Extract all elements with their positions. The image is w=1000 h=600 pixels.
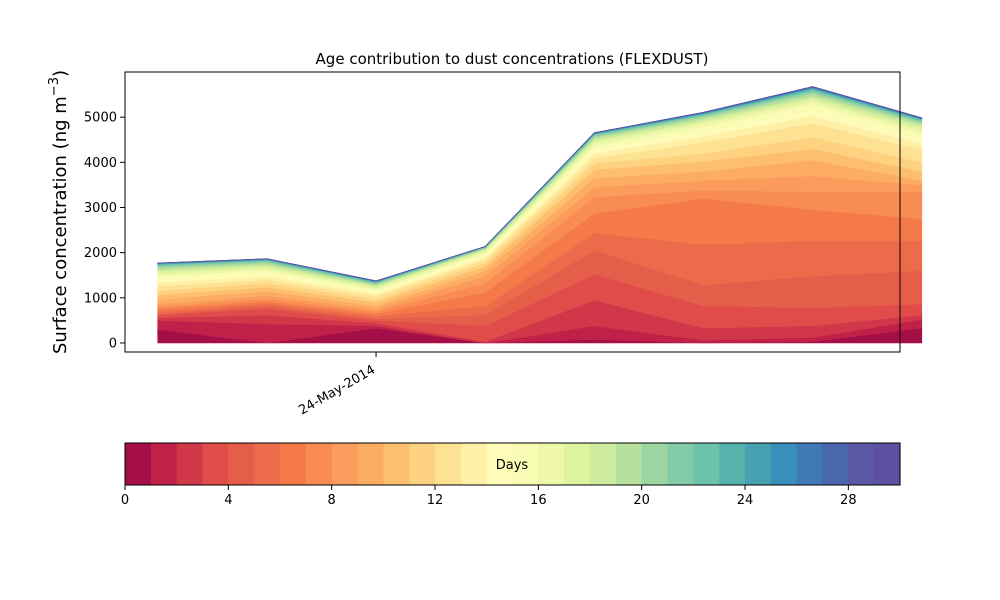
- age-band-29: [157, 86, 923, 282]
- colorbar-segment-26: [796, 443, 824, 485]
- colorbar-tick-label: 20: [633, 493, 650, 508]
- colorbar: [125, 443, 901, 485]
- colorbar-segment-7: [305, 443, 333, 485]
- colorbar-tick-label: 8: [328, 493, 336, 508]
- colorbar-segment-8: [331, 443, 359, 485]
- y-axis-label-close: ): [50, 70, 71, 77]
- colorbar-segment-14: [486, 443, 514, 485]
- colorbar-ticks: 0 4 8 12 16 20 24 28: [121, 485, 857, 508]
- colorbar-segment-2: [176, 443, 204, 485]
- y-axis-label-main: Surface concentration (ng m: [50, 96, 71, 354]
- colorbar-segment-29: [874, 443, 901, 485]
- colorbar-tick-label: 28: [840, 493, 857, 508]
- y-tick-label: 2000: [84, 246, 117, 261]
- y-axis-label-exponent: −3: [47, 77, 62, 96]
- colorbar-segment-6: [280, 443, 307, 485]
- colorbar-segment-0: [125, 443, 152, 485]
- colorbar-tick-label: 24: [737, 493, 754, 508]
- colorbar-segment-24: [745, 443, 772, 485]
- colorbar-segment-9: [357, 443, 384, 485]
- y-tick-label: 0: [109, 336, 117, 351]
- colorbar-segment-18: [590, 443, 617, 485]
- y-tick-label: 3000: [84, 201, 117, 216]
- colorbar-tick-label: 0: [121, 493, 129, 508]
- colorbar-tick-label: 16: [530, 493, 547, 508]
- colorbar-segment-22: [693, 443, 720, 485]
- colorbar-segment-1: [150, 443, 178, 485]
- colorbar-segment-15: [512, 443, 539, 485]
- colorbar-segment-12: [435, 443, 462, 485]
- colorbar-segment-25: [770, 443, 798, 485]
- colorbar-frame: [124, 442, 901, 486]
- y-tick-label: 5000: [84, 111, 117, 126]
- chart-title: Age contribution to dust concentrations …: [316, 50, 709, 68]
- colorbar-segment-21: [667, 443, 694, 485]
- plot-frame: [124, 71, 901, 353]
- y-axis: 0 1000 2000 3000 4000 5000: [84, 111, 125, 351]
- area-bands: [157, 86, 923, 344]
- colorbar-segment-13: [460, 443, 488, 485]
- colorbar-tick-label: 4: [224, 493, 232, 508]
- colorbar-segment-10: [383, 443, 410, 485]
- y-tick-label: 1000: [84, 291, 117, 306]
- y-axis-label: Surface concentration (ng m−3): [47, 70, 71, 354]
- colorbar-segment-3: [202, 443, 229, 485]
- colorbar-segment-23: [719, 443, 746, 485]
- colorbar-segment-28: [848, 443, 875, 485]
- colorbar-segment-19: [615, 443, 643, 485]
- y-tick-label: 4000: [84, 156, 117, 171]
- colorbar-segment-20: [641, 443, 669, 485]
- colorbar-segment-5: [254, 443, 281, 485]
- colorbar-segment-11: [409, 443, 436, 485]
- colorbar-segment-27: [822, 443, 849, 485]
- colorbar-segment-4: [228, 443, 255, 485]
- colorbar-segment-17: [564, 443, 591, 485]
- colorbar-label: Days: [496, 458, 529, 473]
- colorbar-tick-label: 12: [427, 493, 444, 508]
- colorbar-segment-16: [538, 443, 565, 485]
